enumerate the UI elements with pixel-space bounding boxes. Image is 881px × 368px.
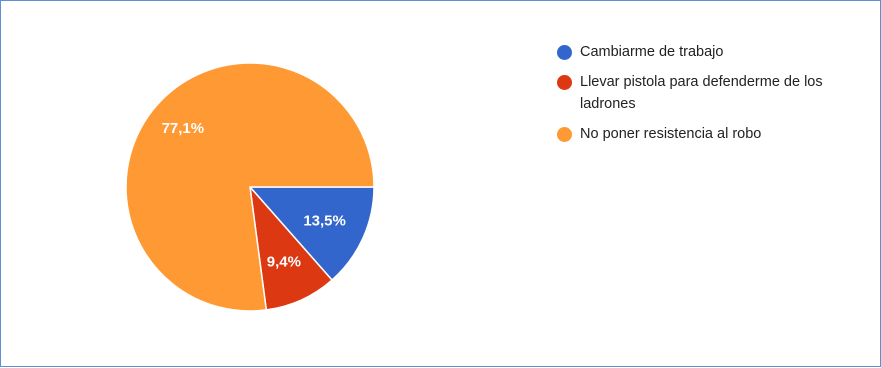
pie-label-cambiarme-de-trabajo: 13,5%	[303, 213, 346, 230]
legend-item-no-poner-resistencia[interactable]: No poner resistencia al robo	[557, 123, 867, 145]
legend-label-no-poner-resistencia: No poner resistencia al robo	[580, 126, 762, 142]
legend-label-cambiarme-de-trabajo: Cambiarme de trabajo	[580, 44, 724, 60]
pie-label-no-poner-resistencia: 77,1%	[162, 120, 205, 137]
legend-item-llevar-pistola[interactable]: Llevar pistola para defenderme de los la…	[557, 71, 867, 115]
legend-label-llevar-pistola: Llevar pistola para defenderme de los la…	[580, 74, 823, 112]
legend-swatch-no-poner-resistencia	[557, 127, 572, 142]
pie-label-llevar-pistola: 9,4%	[267, 253, 301, 270]
legend-swatch-llevar-pistola	[557, 75, 572, 90]
legend: Cambiarme de trabajo Llevar pistola para…	[557, 41, 867, 153]
pie-slice-cambiarme-de-trabajo[interactable]	[248, 186, 375, 282]
legend-swatch-cambiarme-de-trabajo	[557, 45, 572, 60]
legend-item-cambiarme-de-trabajo[interactable]: Cambiarme de trabajo	[557, 41, 867, 63]
pie-slice-no-poner-resistencia[interactable]	[125, 62, 375, 312]
